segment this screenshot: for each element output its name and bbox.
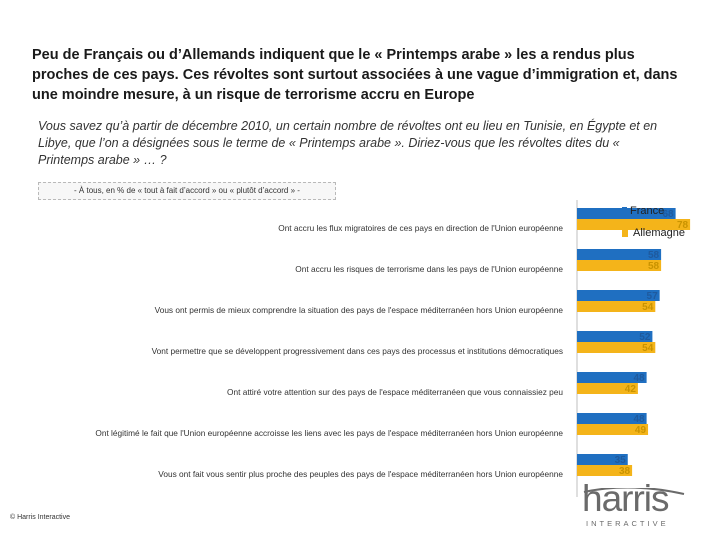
copyright-footer: © Harris Interactive <box>10 514 71 521</box>
value-label-allemagne: 54 <box>642 302 654 313</box>
logo-swoosh-icon <box>583 488 685 495</box>
category-label: Vous ont fait vous sentir plus proche de… <box>158 469 563 479</box>
value-label-allemagne: 54 <box>642 343 654 354</box>
bar-france <box>577 208 676 219</box>
legend-label-france: France <box>630 205 664 217</box>
bar-chart: Ont accru les flux migratoires de ces pa… <box>95 200 691 497</box>
value-label-france: 48 <box>633 414 645 425</box>
bar-allemagne <box>577 301 656 312</box>
category-label: Vous ont permis de mieux comprendre la s… <box>155 305 564 315</box>
value-label-allemagne: 58 <box>648 261 660 272</box>
legend-swatch-france <box>622 207 627 212</box>
legend-swatch-allemagne <box>622 225 628 237</box>
bar-france <box>577 290 660 301</box>
category-label: Vont permettre que se développent progre… <box>152 346 563 356</box>
bar-allemagne <box>577 219 691 230</box>
value-label-france: 68 <box>662 209 674 220</box>
value-label-allemagne: 38 <box>619 466 631 477</box>
bar-france <box>577 372 647 383</box>
value-label-france: 52 <box>639 332 651 343</box>
bar-allemagne <box>577 260 662 271</box>
bar-allemagne <box>577 383 638 394</box>
logo-subtitle: INTERACTIVE <box>586 519 669 528</box>
bar-france <box>577 331 653 342</box>
legend-label-allemagne: Allemagne <box>633 227 685 239</box>
value-label-allemagne: 49 <box>635 425 647 436</box>
title-part1: Peu de Français ou d’Allemands indiquent… <box>32 47 635 83</box>
category-label: Ont accru les risques de terrorisme dans… <box>295 264 563 274</box>
value-label-france: 58 <box>648 250 660 261</box>
value-label-france: 48 <box>633 373 645 384</box>
bar-allemagne <box>577 424 649 435</box>
category-label: Ont accru les flux migratoires de ces pa… <box>278 223 563 233</box>
bar-france <box>577 454 628 465</box>
value-label-allemagne: 78 <box>677 220 689 231</box>
bar-france <box>577 249 662 260</box>
value-label-allemagne: 42 <box>625 384 637 395</box>
category-label: Ont attiré votre attention sur des pays … <box>227 387 563 397</box>
value-label-france: 35 <box>615 455 627 466</box>
base-subheader: - À tous, en % de « tout à fait d’accord… <box>38 182 336 200</box>
bar-france <box>577 413 647 424</box>
value-label-france: 57 <box>647 291 659 302</box>
title-part2: Ces révoltes sont surtout associées à un… <box>32 67 678 103</box>
survey-question: Vous savez qu’à partir de décembre 2010,… <box>38 119 658 167</box>
bar-allemagne <box>577 465 633 476</box>
bar-allemagne <box>577 342 656 353</box>
category-label: Ont légitimé le fait que l'Union europée… <box>95 428 563 438</box>
page-title: Peu de Français ou d’Allemands indiquent… <box>32 45 692 105</box>
logo-word: harris <box>582 478 670 519</box>
harris-logo: harris INTERACTIVE <box>580 478 690 530</box>
